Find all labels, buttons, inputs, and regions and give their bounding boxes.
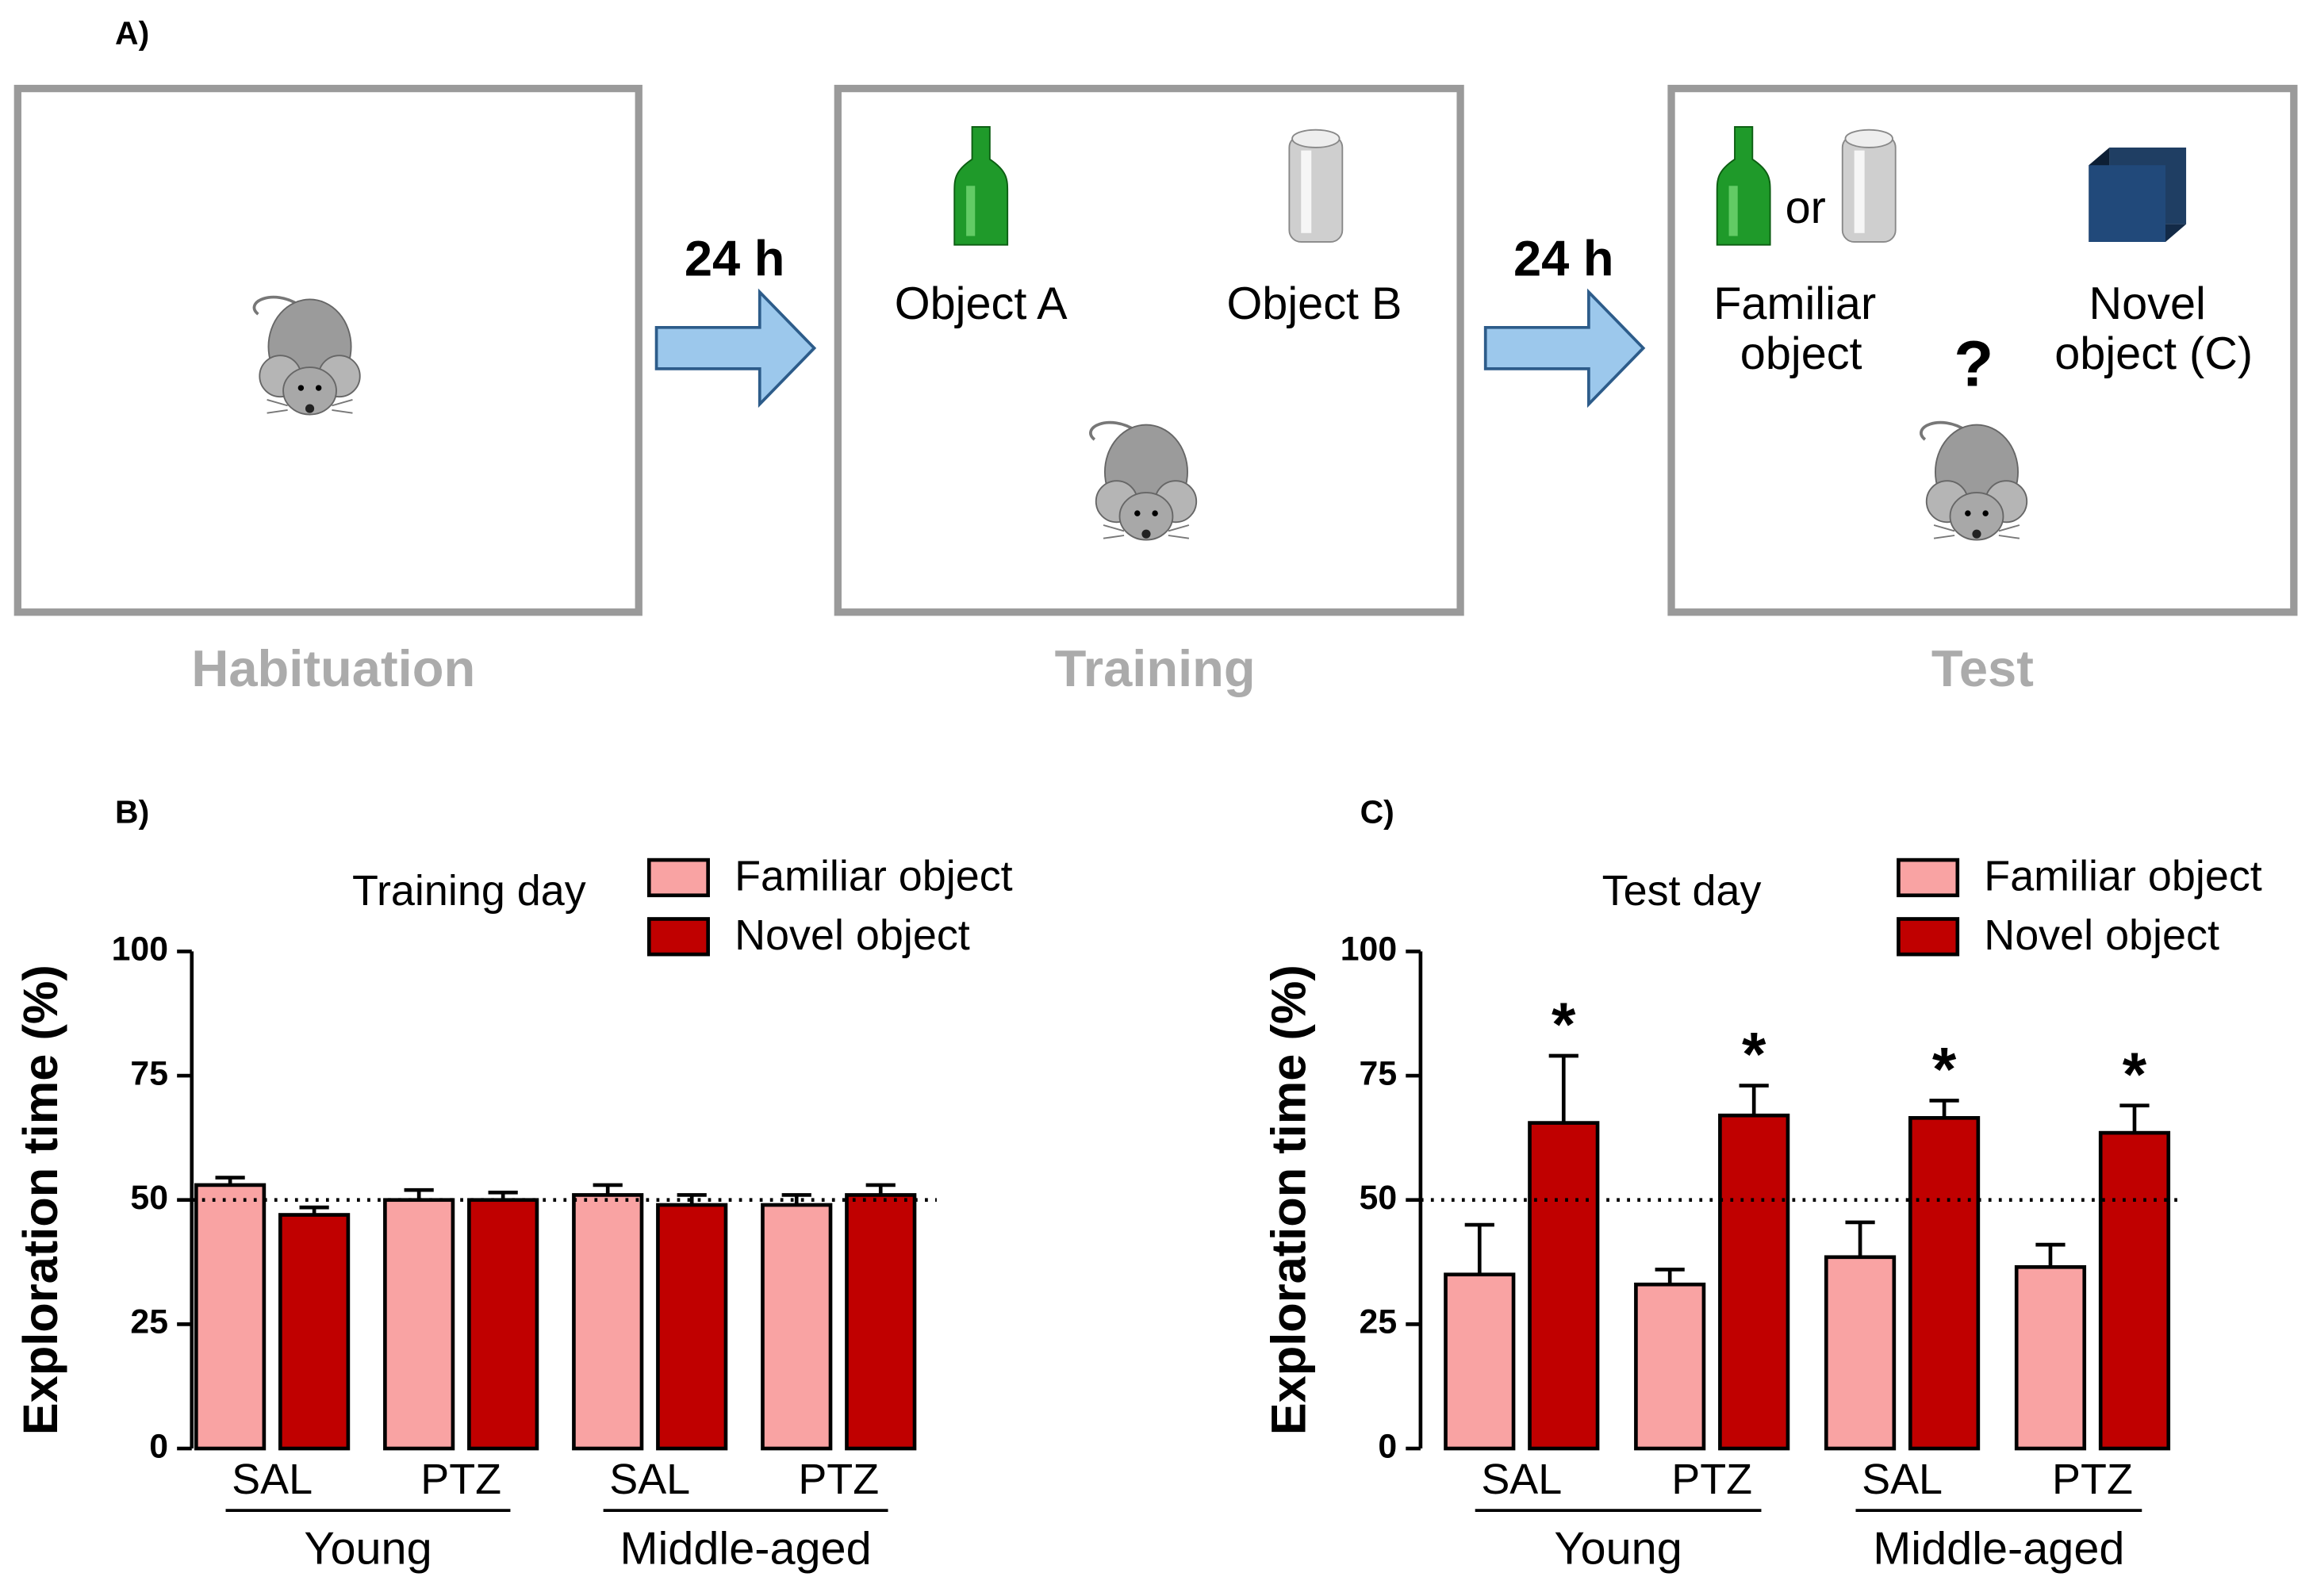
legend-label: Familiar object — [1984, 853, 2262, 900]
y-tick-label: 0 — [1378, 1427, 1397, 1465]
bar — [278, 1213, 351, 1451]
x-tick-label: PTZ — [798, 1456, 879, 1503]
bar — [1824, 1255, 1897, 1451]
significance-marker: * — [1552, 989, 1576, 1059]
can-icon — [1288, 129, 1344, 243]
stage-label: Habituation — [191, 639, 475, 697]
bar — [194, 1183, 267, 1451]
bar — [1444, 1272, 1516, 1451]
object-label: Novel object (C) — [2054, 278, 2253, 379]
y-tick-label: 100 — [1341, 930, 1397, 969]
error-bar — [2035, 1242, 2066, 1268]
object-label: Object A — [895, 278, 1068, 329]
legend-label: Novel object — [1984, 911, 2219, 959]
chart-title: Training day — [352, 867, 586, 915]
y-tick-label: 100 — [112, 930, 168, 969]
bar — [656, 1203, 728, 1451]
bar — [845, 1193, 917, 1451]
question-mark: ? — [1954, 328, 1993, 400]
legend-label: Novel object — [735, 911, 970, 959]
or-label: or — [1786, 182, 1826, 233]
significance-marker: * — [2123, 1039, 2147, 1109]
legend-swatch — [1897, 917, 1960, 957]
bar — [467, 1198, 539, 1451]
y-tick-label: 50 — [130, 1179, 168, 1217]
y-tick-label: 25 — [1360, 1303, 1398, 1341]
y-tick-label: 50 — [1360, 1179, 1398, 1217]
legend-swatch — [646, 917, 710, 957]
panel-label: A) — [115, 14, 149, 51]
bar — [572, 1193, 644, 1451]
error-bar — [1464, 1222, 1494, 1275]
x-tick-label: PTZ — [1671, 1456, 1752, 1503]
y-tick-label: 75 — [1360, 1054, 1398, 1092]
y-axis-title: Exploration time (%) — [1261, 965, 1316, 1435]
bar — [1634, 1282, 1706, 1451]
cube-icon — [2089, 147, 2187, 242]
error-bar — [2119, 1103, 2150, 1134]
y-tick-label: 25 — [130, 1303, 168, 1341]
x-tick-label: SAL — [609, 1456, 690, 1503]
x-tick-label: PTZ — [2052, 1456, 2133, 1503]
x-tick-label: SAL — [1481, 1456, 1562, 1503]
bar — [2098, 1130, 2171, 1451]
error-bar — [1655, 1268, 1685, 1285]
panel-label: C) — [1360, 793, 1394, 830]
y-tick-label: 0 — [149, 1427, 168, 1465]
chart-title: Test day — [1602, 867, 1762, 915]
error-bar — [1739, 1084, 1769, 1116]
bar — [1908, 1115, 1981, 1451]
y-axis-title: Exploration time (%) — [13, 965, 68, 1435]
group-label: Young — [304, 1523, 432, 1574]
interval-label: 24 h — [685, 232, 785, 287]
stage-label: Test — [1931, 639, 2034, 697]
significance-marker: * — [1742, 1019, 1766, 1089]
bar — [383, 1198, 455, 1451]
arena — [1667, 84, 2298, 616]
x-tick-label: SAL — [1862, 1456, 1943, 1503]
object-label: Object B — [1226, 278, 1402, 329]
error-bar — [1548, 1053, 1578, 1123]
group-label: Young — [1554, 1523, 1682, 1574]
legend-label: Familiar object — [735, 853, 1013, 900]
legend-swatch — [646, 857, 710, 898]
group-label: Middle-aged — [1873, 1523, 2124, 1574]
significance-marker: * — [1932, 1034, 1957, 1104]
bar — [761, 1203, 833, 1451]
interval-label: 24 h — [1513, 232, 1614, 287]
y-tick-label: 75 — [130, 1054, 168, 1092]
panel-label: B) — [115, 793, 149, 830]
group-label: Middle-aged — [619, 1523, 871, 1574]
x-tick-label: SAL — [232, 1456, 313, 1503]
bar — [2014, 1264, 2087, 1451]
x-tick-label: PTZ — [420, 1456, 501, 1503]
object-label: Familiar object — [1713, 278, 1889, 379]
bar — [1718, 1113, 1790, 1451]
stage-label: Training — [1055, 639, 1256, 697]
arrow — [1483, 288, 1646, 409]
arrow — [654, 288, 817, 409]
can-icon — [1841, 129, 1897, 243]
legend-swatch — [1897, 857, 1960, 898]
error-bar — [1845, 1220, 1875, 1257]
error-bar — [1929, 1099, 1959, 1118]
bar — [1528, 1121, 1600, 1451]
